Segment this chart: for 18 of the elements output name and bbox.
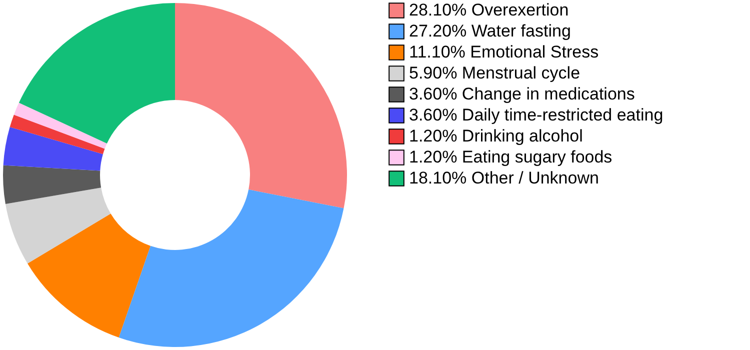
donut-slice xyxy=(175,3,347,208)
legend-label: 11.10% Emotional Stress xyxy=(409,42,599,62)
donut-slice xyxy=(118,190,344,347)
donut-slice xyxy=(3,127,103,171)
donut-slice xyxy=(5,188,111,264)
legend-label: 3.60% Daily time-restricted eating xyxy=(409,106,664,124)
donut-slice xyxy=(18,3,175,144)
legend-label: 28.10% Overexertion xyxy=(409,0,569,20)
legend-label: 1.20% Eating sugary foods xyxy=(409,148,612,166)
donut-slice xyxy=(28,214,150,338)
donut-slice xyxy=(14,102,107,149)
legend-label: 27.20% Water fasting xyxy=(409,22,571,40)
legend-label: 3.60% Change in medications xyxy=(409,84,635,104)
donut-slice xyxy=(10,114,105,154)
donut-slice xyxy=(3,165,102,204)
legend-label: 18.10% Other / Unknown xyxy=(409,168,599,188)
legend-label: 5.90% Menstrual cycle xyxy=(409,64,580,82)
legend-label: 1.20% Drinking alcohol xyxy=(409,126,583,146)
